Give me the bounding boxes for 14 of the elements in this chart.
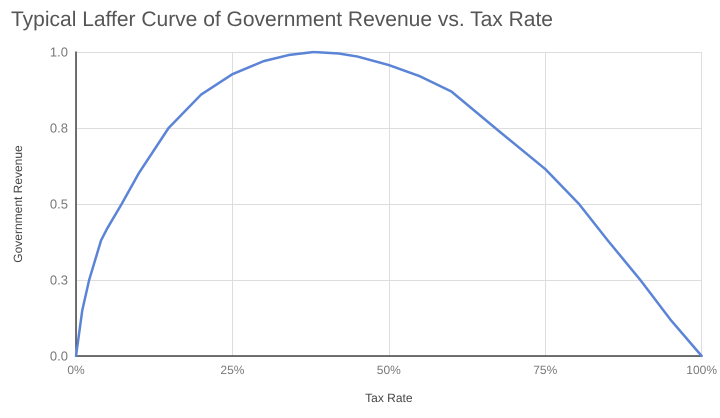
y-axis-title: Government Revenue <box>11 144 25 263</box>
x-tick-label: 50% <box>376 363 402 377</box>
y-tick-label: 0.0 <box>50 348 68 364</box>
x-axis-title: Tax Rate <box>365 391 413 405</box>
x-tick-label: 100% <box>686 363 718 377</box>
x-tick-label: 75% <box>533 363 558 377</box>
y-tick-label: 0.5 <box>50 196 68 212</box>
y-tick-label: 1.0 <box>50 44 68 60</box>
x-tick-label: 0% <box>67 363 85 377</box>
x-tick-label: 25% <box>220 363 245 377</box>
y-tick-label: 0.8 <box>50 120 68 136</box>
y-tick-label: 0.3 <box>50 272 68 288</box>
line-series <box>74 50 703 358</box>
chart-title: Typical Laffer Curve of Government Revenue vs. Tax Rate <box>11 8 553 31</box>
